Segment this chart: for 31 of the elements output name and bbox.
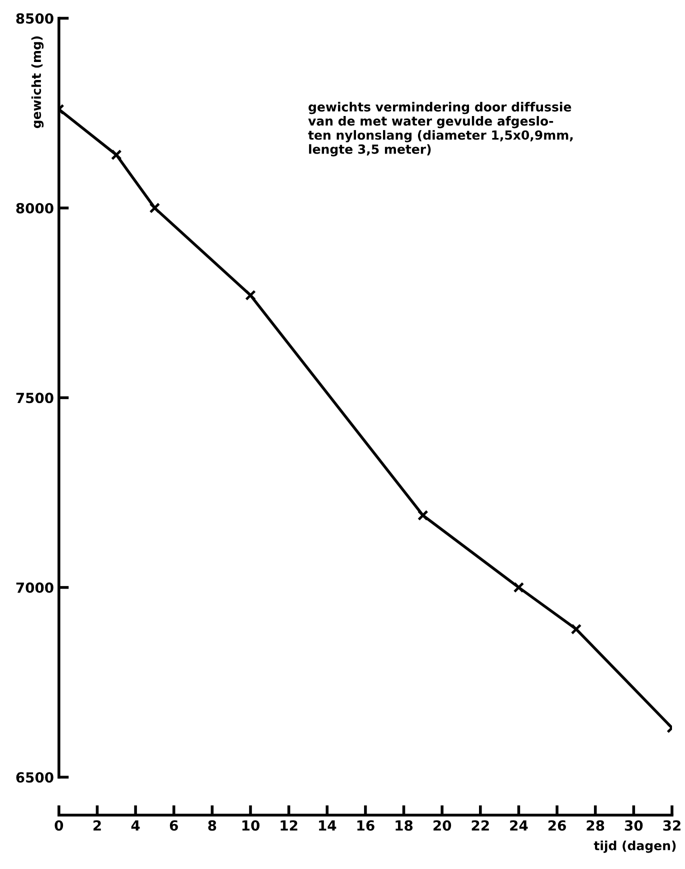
point <box>418 510 428 521</box>
y-tick-label: 8500 <box>16 13 54 24</box>
annotation: gewichts vermindering door diffussie van de met water gevulde afgeslo- ten nylonslang (diameter 1,5x0,9mm, lengte 3,5 meter) <box>308 102 573 156</box>
y-tick-label: 6500 <box>16 772 54 783</box>
point <box>110 149 122 160</box>
point <box>570 624 582 635</box>
x-tick-label: 26 <box>548 820 566 831</box>
x-tick-label: 30 <box>624 820 643 831</box>
x-tick-label: 0 <box>54 820 64 831</box>
y-tick-label: 7500 <box>16 392 54 404</box>
x-tick-label: 18 <box>396 820 413 831</box>
point <box>149 202 160 214</box>
x-tick-label: 2 <box>93 820 101 831</box>
x-tick-label: 16 <box>357 820 374 831</box>
x-tick-label: 14 <box>319 820 336 831</box>
x-axis-title: tijd (dagen) <box>594 840 676 853</box>
y-axis-title: gewicht (mg) <box>31 36 44 128</box>
x-tick-label: 24 <box>510 820 528 831</box>
x-tick-label: 32 <box>663 820 680 831</box>
x-tick-label: 20 <box>434 820 452 831</box>
x-tick-label: 4 <box>131 820 140 831</box>
y-tick-label: 7000 <box>16 582 54 593</box>
x-tick-label: 22 <box>472 820 489 831</box>
point <box>245 290 256 301</box>
y-tick-label: 8000 <box>16 202 54 214</box>
x-tick-label: 6 <box>170 820 178 831</box>
x-tick-label: 10 <box>242 820 260 831</box>
x-tick-label: 28 <box>586 820 604 831</box>
x-tick-label: 12 <box>280 820 298 831</box>
x-tick-label: 8 <box>208 820 216 831</box>
point <box>513 582 524 593</box>
